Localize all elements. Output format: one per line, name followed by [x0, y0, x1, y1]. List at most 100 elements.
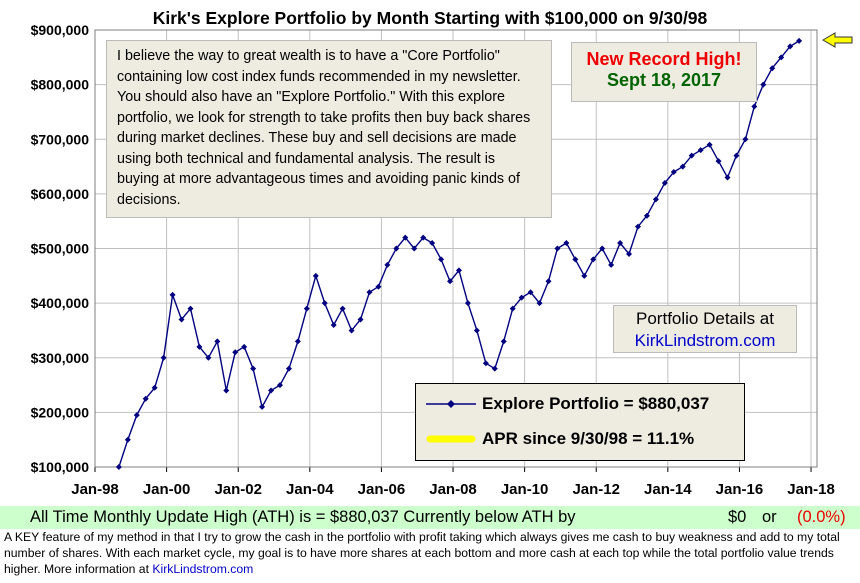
y-tick-label: $900,000 — [31, 22, 90, 38]
data-point — [688, 152, 695, 159]
ath-diff: $0 — [728, 508, 747, 526]
data-point — [276, 382, 283, 389]
footer-link[interactable]: KirkLindstrom.com — [152, 562, 254, 576]
y-tick-label: $100,000 — [31, 459, 90, 475]
x-tick-label: Jan-02 — [214, 481, 262, 498]
data-point — [303, 305, 310, 312]
data-point — [590, 256, 597, 263]
data-point — [402, 234, 409, 241]
x-tick-label: Jan-14 — [644, 481, 692, 498]
data-point — [742, 136, 749, 143]
footer-note-text: A KEY feature of my method in that I try… — [4, 530, 840, 576]
x-tick-label: Jan-00 — [143, 481, 191, 498]
ath-text: All Time Monthly Update High (ATH) is = … — [30, 508, 576, 526]
portfolio-details-label: Portfolio Details at — [636, 309, 774, 328]
x-tick-label: Jan-16 — [716, 481, 764, 498]
data-point — [724, 174, 731, 181]
data-point — [357, 316, 364, 323]
data-point — [778, 54, 785, 61]
data-point — [214, 338, 221, 345]
data-point — [518, 294, 525, 301]
y-tick-label: $300,000 — [31, 350, 90, 366]
x-tick-label: Jan-12 — [572, 481, 620, 498]
data-point — [294, 338, 301, 345]
record-high-label: New Record High! — [586, 49, 742, 69]
y-tick-label: $200,000 — [31, 404, 90, 420]
data-point — [330, 321, 337, 328]
legend-apr-label: APR since 9/30/98 = 11.1% — [482, 429, 695, 448]
data-point — [312, 272, 319, 279]
data-point — [348, 327, 355, 334]
data-point — [142, 395, 149, 402]
data-point — [447, 278, 454, 285]
data-point — [393, 245, 400, 252]
chart-title: Kirk's Explore Portfolio by Month Starti… — [153, 8, 708, 28]
chart: Kirk's Explore Portfolio by Month Starti… — [30, 8, 853, 498]
data-point — [760, 81, 767, 88]
data-point — [697, 147, 704, 154]
data-point — [670, 169, 677, 176]
x-tick-label: Jan-08 — [429, 481, 477, 498]
data-point — [787, 43, 794, 50]
strategy-note-text: I believe the way to great wealth is to … — [117, 48, 531, 208]
data-point — [527, 289, 534, 296]
data-point — [420, 234, 427, 241]
data-point — [796, 37, 803, 44]
data-point — [617, 240, 624, 247]
data-point — [285, 365, 292, 372]
x-tick-label: Jan-18 — [787, 481, 835, 498]
y-tick-label: $700,000 — [31, 131, 90, 147]
x-tick-label: Jan-04 — [286, 481, 334, 498]
x-axis: Jan-98 Jan-00 Jan-02 Jan-04 Jan-06 Jan-08 Jan-… — [71, 467, 835, 498]
data-point — [626, 250, 633, 257]
data-point — [115, 464, 122, 470]
data-point — [384, 261, 391, 268]
record-arrow-icon — [822, 32, 853, 48]
data-point — [554, 245, 561, 252]
ath-bar: All Time Monthly Update High (ATH) is = … — [0, 506, 860, 529]
data-point — [321, 300, 328, 307]
record-high-date: Sept 18, 2017 — [606, 70, 722, 90]
legend-series-swatch — [426, 400, 476, 408]
record-high-callout: New Record High! Sept 18, 2017 — [571, 42, 757, 102]
portfolio-details-link[interactable]: KirkLindstrom.com — [634, 331, 776, 350]
data-point — [259, 403, 266, 410]
legend: Explore Portfolio = $880,037 APR since 9… — [415, 383, 745, 461]
y-tick-label: $500,000 — [31, 241, 90, 257]
data-point — [366, 289, 373, 296]
legend-item-apr: APR since 9/30/98 = 11.1% — [426, 427, 694, 451]
data-point — [643, 212, 650, 219]
data-point — [679, 163, 686, 170]
data-point — [500, 338, 507, 345]
y-tick-label: $600,000 — [31, 186, 90, 202]
data-point — [438, 256, 445, 263]
data-point — [661, 179, 668, 186]
data-point — [473, 327, 480, 334]
data-point — [545, 278, 552, 285]
y-tick-label: $800,000 — [31, 77, 90, 93]
data-point — [733, 152, 740, 159]
data-point — [536, 300, 543, 307]
data-point — [429, 240, 436, 247]
data-point — [608, 261, 615, 268]
data-point — [124, 436, 131, 443]
data-point — [751, 103, 758, 110]
data-point — [491, 365, 498, 372]
data-point — [634, 223, 641, 230]
data-point — [509, 305, 516, 312]
data-point — [581, 272, 588, 279]
legend-apr-swatch — [426, 435, 476, 443]
x-tick-label: Jan-10 — [501, 481, 549, 498]
footer-note: A KEY feature of my method in that I try… — [4, 529, 856, 577]
y-tick-label: $400,000 — [31, 295, 90, 311]
data-point — [268, 387, 275, 394]
portfolio-details-callout: Portfolio Details at KirkLindstrom.com — [613, 305, 797, 353]
data-point — [196, 343, 203, 350]
data-point — [241, 343, 248, 350]
series-explore-portfolio — [115, 37, 803, 470]
data-point — [572, 256, 579, 263]
data-point — [223, 387, 230, 394]
data-point — [482, 360, 489, 367]
plot-frame — [94, 29, 818, 468]
data-point — [411, 245, 418, 252]
